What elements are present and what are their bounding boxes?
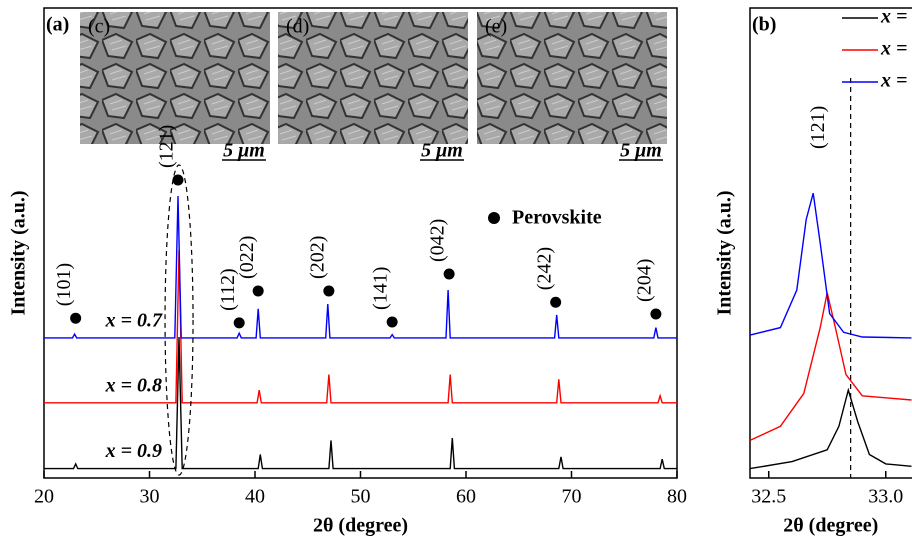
legend-label: Perovskite: [512, 207, 602, 229]
x-tick-label: 50: [351, 486, 371, 508]
page: (a) 20 30 40 50 60 70 80 2θ (degree) Intensity (a…: [0, 0, 912, 544]
x-tick-label: 70: [562, 486, 582, 508]
scale-label: 5 μm: [223, 140, 265, 162]
figure: (a) 20 30 40 50 60 70 80 2θ (degree) Intensity (a…: [0, 0, 912, 544]
x-tick-label: 30: [140, 486, 160, 508]
peak-index: (022): [236, 236, 258, 279]
xrd-pattern: [750, 193, 912, 338]
legend-marker: [488, 212, 500, 224]
phase-marker: [550, 297, 561, 308]
phase-marker: [650, 308, 661, 319]
inset-label: (d): [286, 16, 309, 38]
legend-label: x = 0.8: [880, 38, 912, 60]
inset-label: (e): [485, 16, 507, 38]
peak-index: (242): [533, 247, 555, 290]
peak-index: (204): [633, 259, 655, 302]
x-axis-title: 2θ (degree): [783, 515, 878, 537]
x-tick-label: 80: [667, 486, 687, 508]
peak-index: (121): [807, 106, 829, 149]
phase-marker: [444, 269, 455, 280]
x-tick-label: 33.0: [868, 486, 903, 508]
peak-index: (141): [370, 267, 392, 310]
peak-index: (101): [53, 263, 75, 306]
series-label: x = 0.8: [105, 374, 162, 396]
series-label: x = 0.9: [105, 440, 162, 462]
phase-marker: [70, 313, 81, 324]
phase-marker: [253, 285, 264, 296]
x-tick-label: 40: [245, 486, 265, 508]
peak-index: (121): [156, 125, 178, 168]
peak-index: (202): [306, 236, 328, 279]
phase-marker: [323, 285, 334, 296]
sem-insets: [80, 12, 667, 144]
x-tick-label: 60: [456, 486, 476, 508]
phase-marker: [234, 317, 245, 328]
phase-marker: [172, 175, 183, 186]
inset-label: (c): [88, 16, 110, 38]
x-tick-label: 32.5: [751, 486, 786, 508]
phase-marker: [387, 316, 398, 327]
x-axis-title: 2θ (degree): [313, 515, 408, 537]
series-label: x = 0.7: [105, 310, 163, 332]
y-axis-title: Intensity (a.u.): [8, 190, 30, 315]
panel-label: (b): [752, 14, 776, 36]
legend-label: x = 0.7: [880, 70, 912, 92]
scale-label: 5 μm: [620, 140, 662, 162]
y-axis-title: Intensity (a.u.): [714, 190, 736, 315]
scale-label: 5 μm: [421, 140, 463, 162]
peak-index: (042): [427, 219, 449, 262]
legend-label: x = 0.9: [880, 6, 912, 28]
panel-label: (a): [46, 14, 69, 36]
x-tick-label: 20: [34, 486, 54, 508]
